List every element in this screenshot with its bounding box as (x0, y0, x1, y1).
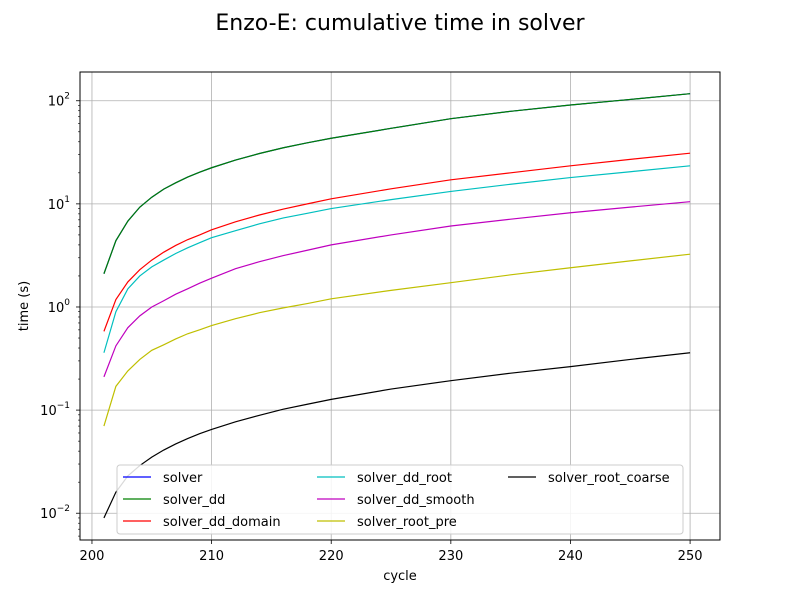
legend-item: solver_root_pre (317, 515, 457, 530)
legend-item: solver (123, 471, 203, 486)
y-tick-label: 10−1 (40, 401, 70, 419)
legend-item: solver_dd (123, 493, 225, 508)
legend-label: solver (163, 471, 203, 486)
series-line-solver_dd_smooth (103, 201, 691, 378)
y-tick-label: 102 (48, 92, 70, 110)
y-tick-label-exponent: 1 (64, 195, 70, 205)
plot-frame (79, 71, 721, 541)
y-tick-label-exponent: 2 (64, 92, 70, 102)
y-tick-label-base: 10 (48, 301, 65, 316)
legend-label: solver_dd_domain (163, 515, 281, 530)
y-tick-label: 10−2 (40, 504, 70, 522)
legend-label: solver_dd (163, 493, 225, 508)
legend-item: solver_root_coarse (508, 471, 670, 486)
series-line-solver_root_coarse (103, 352, 691, 519)
series-line-solver_dd_root (103, 165, 691, 353)
x-tick-label: 220 (319, 549, 344, 564)
legend-label: solver_root_coarse (548, 471, 670, 486)
legend-label: solver_dd_root (357, 471, 452, 486)
plot-series (103, 93, 691, 519)
legend-item: solver_dd_domain (123, 515, 281, 530)
x-tick-label: 230 (438, 549, 463, 564)
y-tick-label-exponent: 0 (64, 298, 70, 308)
y-tick-label-base: 10 (48, 198, 65, 213)
y-tick-label-exponent: −1 (57, 401, 70, 411)
legend: solver solver_dd solver_dd_domain solver_dd… (116, 464, 684, 535)
y-tick-label: 100 (48, 298, 71, 316)
series-line-solver_dd (103, 93, 691, 274)
legend-label: solver_dd_smooth (357, 493, 475, 508)
x-tick-label: 210 (199, 549, 224, 564)
legend-item: solver_dd_smooth (317, 493, 475, 508)
series-line-solver_root_pre (103, 253, 691, 427)
y-tick-label-base: 10 (40, 404, 57, 419)
series-line-solver_dd_domain (103, 152, 691, 332)
y-axis-label: time (s) (17, 281, 32, 331)
legend-label: solver_root_pre (357, 515, 457, 530)
x-axis-label: cycle (383, 569, 417, 584)
legend-box (116, 464, 684, 535)
chart-title: Enzo-E: cumulative time in solver (215, 11, 585, 36)
y-tick-label: 101 (48, 195, 70, 213)
legend-item: solver_dd_root (317, 471, 452, 486)
x-tick-label: 240 (558, 549, 583, 564)
y-tick-label-base: 10 (48, 95, 65, 110)
x-tick-label: 200 (80, 549, 105, 564)
y-tick-label-exponent: −2 (57, 504, 70, 514)
x-tick-label: 250 (678, 549, 703, 564)
y-tick-label-base: 10 (40, 507, 57, 522)
